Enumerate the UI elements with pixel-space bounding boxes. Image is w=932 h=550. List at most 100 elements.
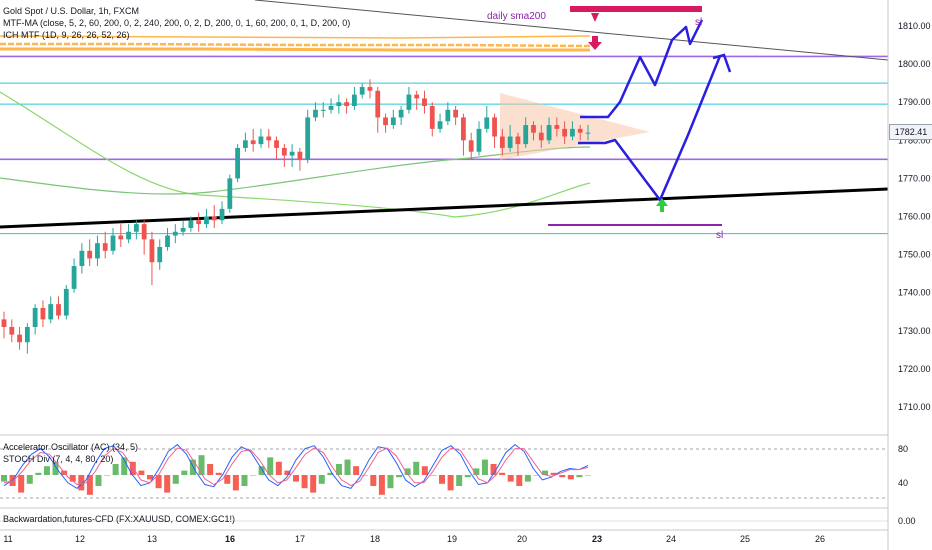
price-tick-label: 1810.00 [898, 21, 931, 31]
ac-histogram-bar [232, 475, 239, 491]
ac-histogram-bar [198, 455, 205, 475]
candle-body [507, 136, 513, 148]
ac-histogram-bar [353, 466, 360, 475]
ac-histogram-bar [18, 475, 25, 493]
ac-histogram-bar [507, 475, 514, 482]
candle-body [211, 216, 217, 221]
stoch-k-line [3, 443, 589, 490]
candle-body [289, 151, 295, 156]
ac-histogram-bar [396, 475, 403, 478]
candle-body [258, 136, 264, 145]
candle-body [281, 147, 287, 156]
candle-body [570, 128, 575, 137]
ac-histogram-bar [164, 475, 171, 493]
ac-histogram-bar [516, 475, 523, 486]
ac-histogram-bar [215, 472, 222, 475]
ac-histogram-bar [499, 472, 506, 475]
candle-body [17, 334, 22, 343]
time-tick-label: 26 [815, 534, 825, 544]
price-tick-label: 1710.00 [898, 402, 931, 412]
time-tick-label: 13 [147, 534, 157, 544]
ac-histogram-bar [464, 475, 471, 478]
ichimoku-legend: ICH MTF (1D, 9, 26, 26, 52, 26) [3, 30, 130, 40]
ac-histogram-bar [413, 461, 420, 475]
time-tick-label: 25 [740, 534, 750, 544]
ac-histogram-bar [404, 468, 411, 475]
candle-body [118, 235, 124, 240]
ac-histogram-bar [481, 459, 488, 475]
price-tick-label: 1800.00 [898, 59, 931, 69]
ac-histogram-bar [387, 475, 394, 489]
candle-body [352, 94, 357, 107]
price-tick-label: 1760.00 [898, 212, 931, 222]
symmetrical-triangle [500, 93, 650, 160]
candle-body [188, 220, 194, 228]
ac-histogram-bar [559, 475, 566, 478]
sl-bar-top [570, 6, 702, 12]
candle-body [414, 94, 420, 99]
candle-body [554, 125, 560, 129]
price-tick-label: 1770.00 [898, 173, 931, 183]
candle-body [102, 243, 108, 251]
candle-body [95, 243, 100, 259]
ac-histogram-bar [241, 475, 248, 486]
time-tick-label: 11 [3, 534, 12, 544]
candle-body [390, 117, 396, 126]
ac-histogram-bar [335, 464, 342, 475]
ac-histogram-bar [542, 470, 549, 475]
candle-body [297, 151, 303, 160]
ac-histogram-bar [310, 475, 317, 493]
ac-histogram-bar [181, 470, 188, 475]
orange-ma-ribbon [0, 47, 590, 52]
candle-body [32, 307, 38, 327]
ac-histogram-bar [43, 466, 50, 475]
candle-body [1, 319, 7, 327]
candle-body [336, 102, 342, 107]
sl-bottom-label: sl [716, 230, 724, 241]
time-tick-label: 18 [370, 534, 380, 544]
candle-body [204, 216, 209, 225]
ac-histogram-bar [207, 464, 214, 475]
time-tick-label: 17 [295, 534, 305, 544]
candle-body [165, 235, 170, 247]
candle-body [367, 86, 373, 91]
ac-histogram-bar [533, 475, 540, 476]
ac-histogram-bar [129, 461, 136, 475]
projected-path-bearish [578, 55, 722, 202]
ac-histogram-bar [378, 475, 385, 495]
ac-histogram-bar [567, 475, 574, 480]
ac-histogram-bar [69, 475, 76, 482]
candle-body [531, 125, 536, 133]
ac-histogram-bar [155, 475, 162, 489]
candle-body [63, 288, 69, 316]
candle-body [266, 136, 272, 141]
oscillator-tick-label: 40 [898, 478, 908, 488]
candle-body [538, 132, 544, 141]
candle-body [499, 136, 505, 148]
symbol-title: Gold Spot / U.S. Dollar, 1h, FXCM [3, 6, 140, 16]
candle-body [40, 307, 46, 320]
ac-histogram-bar [267, 457, 274, 475]
ac-histogram-bar [293, 475, 299, 482]
candle-body [274, 140, 279, 148]
orange-ma-ribbon [0, 35, 591, 39]
ac-histogram-bar [318, 475, 325, 484]
ac-histogram-bar [439, 475, 445, 484]
ac-histogram-bar [361, 475, 368, 476]
ac-histogram-bar [490, 464, 497, 475]
mtf-ma-legend: MTF-MA (close, 5, 2, 60, 200, 0, 2, 240,… [3, 18, 351, 28]
ac-histogram-bar [1, 475, 7, 482]
ac-histogram-bar [284, 470, 291, 475]
time-tick-label: 16 [225, 534, 235, 544]
price-tick-label: 1780.00 [898, 135, 931, 145]
ac-histogram-bar [86, 475, 93, 495]
time-tick-label: 19 [447, 534, 457, 544]
candle-body [492, 117, 497, 137]
time-tick-label: 12 [75, 534, 85, 544]
backwardation-tick-label: 0.00 [898, 516, 916, 526]
candle-body [437, 121, 443, 129]
green-up-arrow [656, 198, 668, 212]
daily-sma200-line [254, 0, 889, 61]
